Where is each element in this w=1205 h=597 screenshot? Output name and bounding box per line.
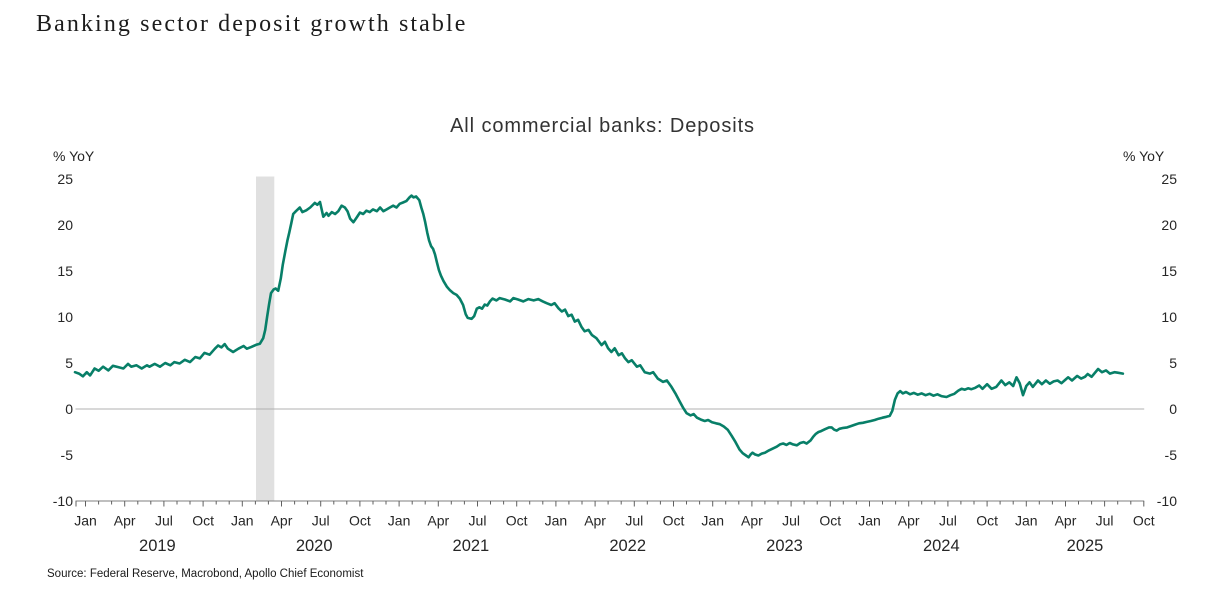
x-month-label: Apr [427,513,449,529]
y-tick-label-right: 25 [1161,171,1177,187]
y-tick-label-left: 0 [65,401,73,417]
x-year-label: 2021 [453,537,490,555]
x-month-label: Jul [939,513,957,529]
x-month-label: Oct [506,513,528,529]
y-tick-label-right: 15 [1161,263,1177,279]
x-month-label: Jan [701,513,724,529]
y-tick-label-left: 25 [57,171,73,187]
y-tick-label-right: -5 [1165,447,1178,463]
x-month-label: Apr [584,513,606,529]
x-month-label: Jul [1096,513,1114,529]
x-year-label: 2020 [296,537,333,555]
x-month-label: Jan [1015,513,1038,529]
x-month-label: Jan [858,513,881,529]
y-axis-unit-left: % YoY [53,148,95,164]
chart-title: All commercial banks: Deposits [450,115,755,137]
page-title: Banking sector deposit growth stable [36,11,468,37]
y-axis-unit-right: % YoY [1123,148,1165,164]
x-month-label: Jul [155,513,173,529]
y-tick-label-left: 20 [57,217,73,233]
y-tick-label-left: 15 [57,263,73,279]
x-month-label: Jan [388,513,411,529]
x-month-label: Apr [741,513,763,529]
x-month-label: Apr [114,513,136,529]
y-tick-label-left: -10 [53,493,73,509]
y-tick-label-left: 5 [65,355,73,371]
x-year-label: 2019 [139,537,176,555]
x-month-label: Jan [74,513,97,529]
x-year-label: 2023 [766,537,803,555]
x-month-label: Jul [782,513,800,529]
x-month-label: Oct [663,513,685,529]
x-year-label: 2024 [923,537,960,555]
x-month-label: Jan [545,513,568,529]
y-tick-label-left: 10 [57,309,73,325]
x-month-label: Oct [976,513,998,529]
recession-band [256,176,275,501]
y-tick-label-left: -5 [61,447,74,463]
source-note: Source: Federal Reserve, Macrobond, Apol… [47,568,364,580]
x-month-label: Apr [1055,513,1077,529]
y-tick-label-right: 5 [1169,355,1177,371]
x-month-label: Jul [469,513,487,529]
y-tick-label-right: -10 [1157,493,1177,509]
x-month-label: Oct [192,513,214,529]
deposits-line [73,194,1125,459]
x-year-label: 2025 [1067,537,1104,555]
x-month-label: Oct [349,513,371,529]
x-month-label: Apr [271,513,293,529]
y-tick-label-right: 0 [1169,401,1177,417]
x-month-label: Oct [1133,513,1155,529]
y-tick-label-right: 10 [1161,309,1177,325]
x-month-label: Jul [312,513,330,529]
x-month-label: Jul [625,513,643,529]
x-month-label: Oct [819,513,841,529]
y-tick-label-right: 20 [1161,217,1177,233]
x-month-label: Apr [898,513,920,529]
x-month-label: Jan [231,513,254,529]
x-year-label: 2022 [609,537,646,555]
